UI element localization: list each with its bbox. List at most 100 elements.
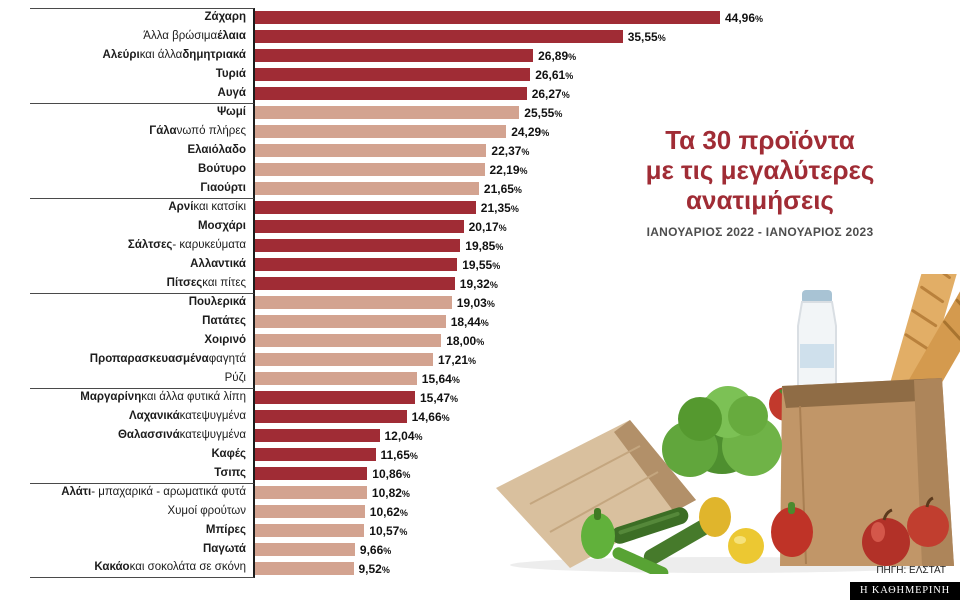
bar-value: 10,62% (369, 504, 408, 519)
bar (255, 524, 365, 537)
chart-title: Τα 30 προϊόντα με τις μεγαλύτερες ανατιμ… (570, 125, 950, 216)
bar (255, 68, 531, 81)
row-label: Αλάτι - μπαχαρικά - αρωματικά φυτά (30, 483, 255, 502)
bar-value: 18,00% (446, 333, 485, 348)
row-label: Γιαούρτι (30, 179, 255, 198)
bar-value: 19,85% (465, 238, 504, 253)
chart-subtitle: ΙΑΝΟΥΑΡΙΟΣ 2022 - ΙΑΝΟΥΑΡΙΟΣ 2023 (646, 224, 874, 239)
chart-row: Καφές 11,65% (30, 445, 763, 464)
row-label: Βούτυρο (30, 160, 255, 179)
bar-value: 20,17% (468, 219, 507, 234)
bar (255, 258, 458, 271)
publisher-logo: Η ΚΑΘΗΜΕΡΙΝΗ (850, 582, 960, 600)
bar-value: 11,65% (380, 447, 418, 462)
red-pepper-icon (771, 502, 813, 557)
yellow-pepper-icon (699, 497, 731, 537)
green-pepper-icon (581, 508, 615, 559)
bar-value: 22,19% (489, 162, 528, 177)
row-label: Πατάτες (30, 312, 255, 331)
bar-value: 9,66% (359, 542, 392, 557)
bar-value: 9,52% (358, 561, 390, 576)
bar-value: 10,86% (372, 466, 411, 481)
bar-chart: Ζάχαρη 44,96% Άλλα βρώσιμα έλαια 35,55% Αλεύ… (30, 8, 763, 578)
lettuce-icon (662, 386, 782, 477)
row-label: Τσιπς (30, 464, 255, 483)
chart-row: Αυγά 26,27% (30, 84, 763, 103)
row-label: Ψωμί (30, 103, 255, 122)
bar-value: 19,03% (456, 295, 495, 310)
chart-row: Γάλα νωπό πλήρες 24,29% (30, 122, 763, 141)
groceries-illustration-svg (496, 246, 960, 579)
row-label: Μπίρες (30, 521, 255, 540)
bar (255, 505, 365, 518)
bar (255, 467, 368, 480)
row-label: Πίτσες και πίτες (30, 274, 255, 293)
chart-title-line2: με τις μεγαλύτερες ανατιμήσεις (645, 154, 875, 215)
row-label: Λαχανικά κατεψυγμένα (30, 407, 255, 426)
chart-row: Προπαρασκευασμένα φαγητά 17,21% (30, 350, 763, 369)
row-label: Άλλα βρώσιμα έλαια (30, 27, 255, 46)
cucumber-icon (611, 507, 714, 579)
row-label: Τυριά (30, 65, 255, 84)
bar (255, 125, 507, 138)
bar (255, 144, 487, 157)
chart-row: Πίτσες και πίτες 19,32% (30, 274, 763, 293)
bar (255, 296, 452, 309)
chart-row: Κακάο και σοκολάτα σε σκόνη 9,52% (30, 559, 763, 578)
bar-value: 26,61% (535, 67, 574, 82)
bar (255, 182, 479, 195)
bar-value: 10,82% (371, 485, 410, 500)
bar (255, 334, 442, 347)
chart-title-line1: Τα 30 προϊόντα (665, 125, 855, 155)
row-label: Γάλα νωπό πλήρες (30, 122, 255, 141)
groceries-illustration (490, 246, 960, 579)
chart-row: Αλεύρι και άλλα δημητριακά 26,89% (30, 46, 763, 65)
chart-row: Χυμοί φρούτων 10,62% (30, 502, 763, 521)
bar-value: 22,37% (491, 143, 530, 158)
row-label: Θαλασσινά κατεψυγμένα (30, 426, 255, 445)
row-label: Αλλαντικά (30, 255, 255, 274)
chart-row: Ψωμί 25,55% (30, 103, 763, 122)
chart-row: Αλλαντικά 19,55% (30, 255, 763, 274)
bar-value: 21,35% (480, 200, 519, 215)
bar (255, 277, 455, 290)
bar-value: 14,66% (411, 409, 450, 424)
chart-row: Γιαούρτι 21,65% (30, 179, 763, 198)
bar-value: 10,57% (369, 523, 408, 538)
chart-row: Ζάχαρη 44,96% (30, 8, 763, 27)
bar (255, 87, 527, 100)
bar (255, 372, 417, 385)
row-label: Αρνί και κατσίκι (30, 198, 255, 217)
row-label: Ζάχαρη (30, 8, 255, 27)
row-label: Αυγά (30, 84, 255, 103)
bar-value: 15,64% (421, 371, 460, 386)
bar (255, 201, 476, 214)
bar-value: 24,29% (511, 124, 550, 139)
chart-row: Άλλα βρώσιμα έλαια 35,55% (30, 27, 763, 46)
bar-value: 12,04% (384, 428, 423, 443)
chart-row: Αρνί και κατσίκι 21,35% (30, 198, 763, 217)
chart-row: Μαργαρίνη και άλλα φυτικά λίπη 15,47% (30, 388, 763, 407)
chart-row: Αλάτι - μπαχαρικά - αρωματικά φυτά 10,82% (30, 483, 763, 502)
row-label: Μοσχάρι (30, 217, 255, 236)
bar (255, 220, 464, 233)
bar-value: 19,32% (459, 276, 498, 291)
chart-row: Χοιρινό 18,00% (30, 331, 763, 350)
bar-value: 17,21% (438, 352, 477, 367)
bar (255, 49, 534, 62)
bar (255, 106, 520, 119)
row-label: Χυμοί φρούτων (30, 502, 255, 521)
bar (255, 410, 407, 423)
row-label: Παγωτά (30, 540, 255, 559)
bar-value: 35,55% (627, 29, 666, 44)
bar (255, 429, 380, 442)
chart-row: Τσιπς 10,86% (30, 464, 763, 483)
chart-row: Ρύζι 15,64% (30, 369, 763, 388)
bar-value: 26,27% (531, 86, 570, 101)
row-label: Καφές (30, 445, 255, 464)
bar (255, 11, 720, 24)
bar (255, 562, 354, 575)
bar-value: 15,47% (420, 390, 459, 405)
bar (255, 543, 355, 556)
